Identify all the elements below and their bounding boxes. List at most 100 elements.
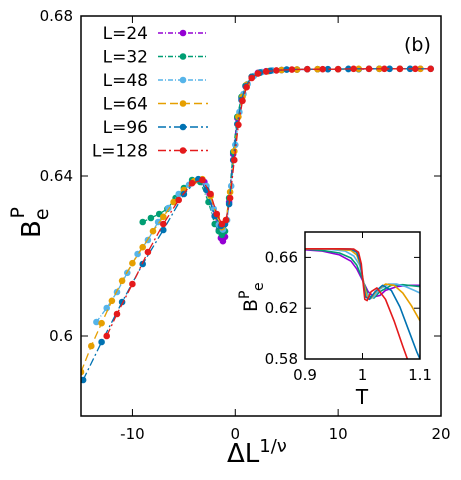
inset-x-tick-label: 0.9 xyxy=(293,366,317,384)
inset-series-group xyxy=(305,248,420,359)
data-point-l128 xyxy=(239,97,246,105)
legend-marker-l128 xyxy=(179,147,187,154)
inset-x-axis-title: T xyxy=(355,385,369,409)
data-point-l128 xyxy=(175,196,182,204)
legend: L=24 L=32 L=48 L=64 L=96 L=128 xyxy=(92,24,208,162)
data-point-l128 xyxy=(396,65,404,73)
data-point-l128 xyxy=(248,74,255,82)
data-point-l48 xyxy=(103,304,110,312)
y-axis-title: BeP xyxy=(7,207,53,238)
legend-label-l128: L=128 xyxy=(92,142,148,162)
inset-y-tick-label: 0.58 xyxy=(265,350,298,368)
inset-x-tick-label: 1 xyxy=(358,366,368,384)
data-point-l128 xyxy=(427,65,435,73)
y-axis-title-sup: P xyxy=(7,207,29,218)
legend-label-l64: L=64 xyxy=(103,95,148,115)
data-point-l128 xyxy=(160,220,167,228)
data-point-l128 xyxy=(144,248,152,256)
data-point-l128 xyxy=(129,280,136,288)
data-point-l128 xyxy=(231,156,238,164)
legend-marker-l48 xyxy=(179,76,187,84)
data-point-l64 xyxy=(160,213,167,221)
x-tick-label: 20 xyxy=(431,425,450,443)
inset-x-tick-label: 1.1 xyxy=(408,366,432,384)
data-point-l128 xyxy=(365,65,373,73)
data-point-l128 xyxy=(213,210,221,218)
main-tick-group: -10 0 10 20 0.6 0.64 0.68 xyxy=(40,7,451,443)
data-point-l128 xyxy=(199,176,206,184)
data-point-l48 xyxy=(154,218,162,226)
data-point-l96 xyxy=(160,226,167,234)
data-point-l96 xyxy=(98,338,105,346)
data-point-l128 xyxy=(218,220,226,228)
main-plot: -10 0 10 200.60.640.68 (b) ΔL1/ν BeP xyxy=(7,7,451,469)
legend-marker-l24 xyxy=(179,29,187,37)
data-point-l128 xyxy=(319,65,327,73)
legend-label-l32: L=32 xyxy=(103,48,148,68)
inset-y-axis-title-sub: e xyxy=(251,282,267,291)
inset-y-axis-title-base: B xyxy=(240,299,262,312)
data-point-l128 xyxy=(243,83,250,91)
data-point-l64 xyxy=(170,198,177,206)
data-point-l48 xyxy=(93,318,100,326)
inset-background xyxy=(305,232,420,359)
data-point-l128 xyxy=(412,65,419,73)
data-point-l48 xyxy=(165,204,172,212)
data-point-l128 xyxy=(304,65,311,73)
x-axis-title: ΔL1/ν xyxy=(227,436,287,469)
inset-series-line-l24 xyxy=(305,249,420,298)
data-point-l64 xyxy=(139,243,146,251)
y-tick-label: 0.68 xyxy=(40,7,73,25)
data-point-l128 xyxy=(113,310,121,318)
data-point-l64 xyxy=(108,297,116,305)
data-point-l128 xyxy=(288,66,296,73)
data-point-l128 xyxy=(226,194,234,202)
legend-label-l24: L=24 xyxy=(103,24,148,44)
data-point-l96 xyxy=(203,186,210,194)
inset-series-line-l96 xyxy=(305,248,420,359)
inset-tick-group: 0.9 1 1.1 0.58 0.62 0.66 xyxy=(265,232,432,384)
data-point-l96 xyxy=(386,65,393,73)
data-point-l128 xyxy=(235,121,242,129)
y-axis-title-base: B xyxy=(17,220,47,238)
legend-marker-l64 xyxy=(179,100,187,107)
data-point-l64 xyxy=(231,147,238,155)
data-point-l32 xyxy=(147,214,155,222)
data-point-l128 xyxy=(222,216,230,224)
data-point-l128 xyxy=(334,65,342,73)
inset-y-axis-title-sup: P xyxy=(237,291,253,299)
inset-y-tick-label: 0.62 xyxy=(265,299,298,317)
legend-marker-l96 xyxy=(179,123,187,131)
inset-y-tick-label: 0.66 xyxy=(265,248,298,266)
x-tick-label: 10 xyxy=(329,425,348,443)
legend-label-l48: L=48 xyxy=(103,71,148,91)
main-series-group xyxy=(81,65,435,384)
y-tick-label: 0.64 xyxy=(40,167,73,185)
main-plot-frame xyxy=(80,15,442,417)
x-tick-label: 0 xyxy=(231,425,241,443)
data-point-l64 xyxy=(118,277,126,285)
data-point-l128 xyxy=(350,65,357,73)
data-point-l48 xyxy=(175,190,182,198)
data-point-l64 xyxy=(98,319,105,327)
data-point-l96 xyxy=(81,376,87,384)
inset-series-line-l128 xyxy=(305,248,409,359)
data-point-l128 xyxy=(262,68,270,75)
inset-y-axis-title: BPe xyxy=(237,282,267,312)
inset-plot: 0.9 1 1.1 0.58 0.62 0.66 T BPe xyxy=(237,231,432,409)
data-point-l64 xyxy=(81,368,85,376)
data-point-l128 xyxy=(381,65,388,73)
data-point-l96 xyxy=(324,65,332,73)
x-axis-title-sup: 1/ν xyxy=(259,436,287,457)
data-point-l128 xyxy=(254,70,262,77)
legend-label-l96: L=96 xyxy=(103,118,148,138)
data-point-l128 xyxy=(188,179,196,187)
y-axis-title-sub: e xyxy=(31,208,53,220)
data-point-l64 xyxy=(149,227,157,235)
data-point-l128 xyxy=(103,332,110,340)
panel-label: (b) xyxy=(404,34,431,56)
legend-marker-l32 xyxy=(179,53,187,60)
y-tick-label: 0.6 xyxy=(49,327,73,345)
x-tick-label: -10 xyxy=(120,425,145,443)
